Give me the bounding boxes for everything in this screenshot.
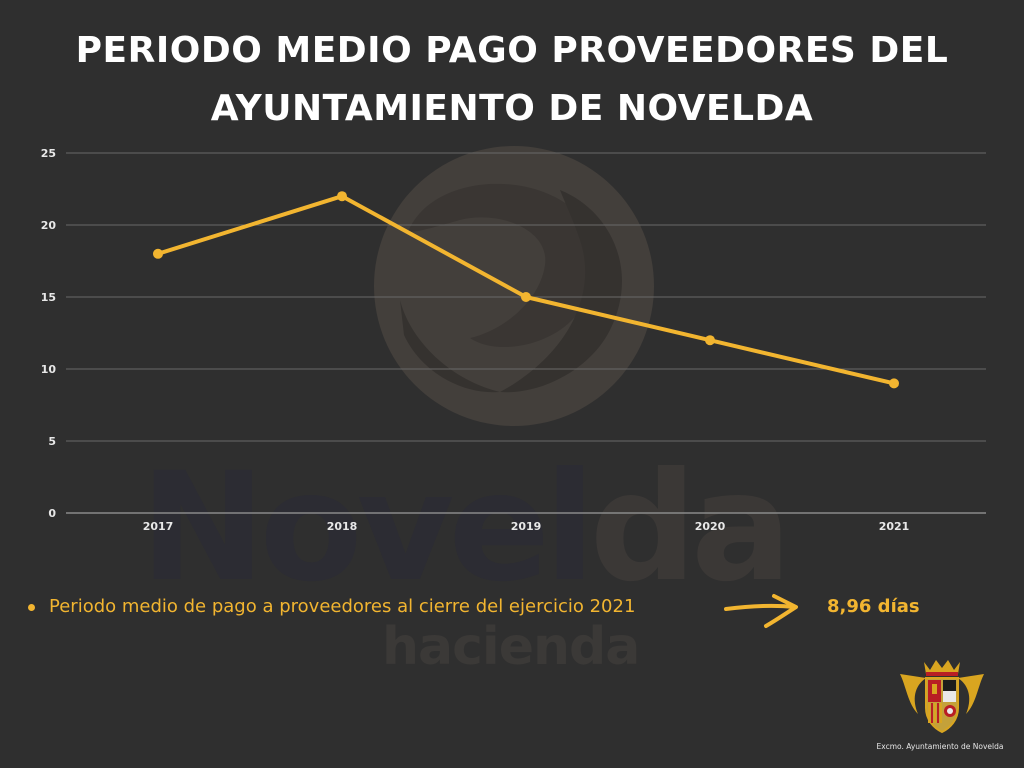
title-line-1: PERIODO MEDIO PAGO PROVEEDORES DEL xyxy=(75,30,949,71)
summary-note-text: Periodo medio de pago a proveedores al c… xyxy=(49,596,636,617)
x-axis-ticks: 2017 2018 2019 2020 2021 xyxy=(143,520,910,533)
page-title: PERIODO MEDIO PAGO PROVEEDORES DEL AYUNT… xyxy=(0,22,1024,138)
x-tick-label: 2018 xyxy=(327,520,358,533)
x-tick-label: 2020 xyxy=(695,520,726,533)
y-tick-label: 0 xyxy=(48,507,56,520)
coat-of-arms-icon xyxy=(900,660,984,734)
x-tick-label: 2017 xyxy=(143,520,174,533)
y-tick-label: 25 xyxy=(41,147,56,160)
x-tick-label: 2019 xyxy=(511,520,542,533)
x-tick-label: 2021 xyxy=(879,520,910,533)
y-axis-ticks: 0 5 10 15 20 25 xyxy=(41,147,57,520)
watermark-word: Novelda xyxy=(140,438,793,618)
summary-value: 8,96 días xyxy=(827,596,920,617)
data-point xyxy=(521,292,531,302)
chart-grid xyxy=(66,152,986,514)
bullet-icon xyxy=(28,604,35,611)
title-line-2: AYUNTAMIENTO DE NOVELDA xyxy=(210,88,814,129)
data-point xyxy=(337,191,347,202)
arrow-right-icon xyxy=(724,594,798,628)
y-tick-label: 20 xyxy=(41,219,57,232)
y-tick-label: 5 xyxy=(48,435,56,448)
series-line xyxy=(157,194,895,386)
data-point xyxy=(153,248,163,259)
series-points xyxy=(153,191,899,389)
data-point xyxy=(705,335,715,346)
y-tick-label: 10 xyxy=(41,363,57,376)
watermark-subtitle: hacienda xyxy=(382,617,640,677)
summary-note: Periodo medio de pago a proveedores al c… xyxy=(28,592,1018,626)
y-tick-label: 15 xyxy=(41,291,56,304)
watermark-word-part-1: Novel xyxy=(140,441,596,615)
series-line-path xyxy=(157,194,895,386)
line-chart: 0 5 10 15 20 25 2017 2018 2019 2020 2021 xyxy=(41,147,986,533)
crest-caption: Excmo. Ayuntamiento de Novelda xyxy=(876,742,1004,751)
watermark-word-part-2: da xyxy=(589,441,793,615)
data-point xyxy=(889,378,899,389)
